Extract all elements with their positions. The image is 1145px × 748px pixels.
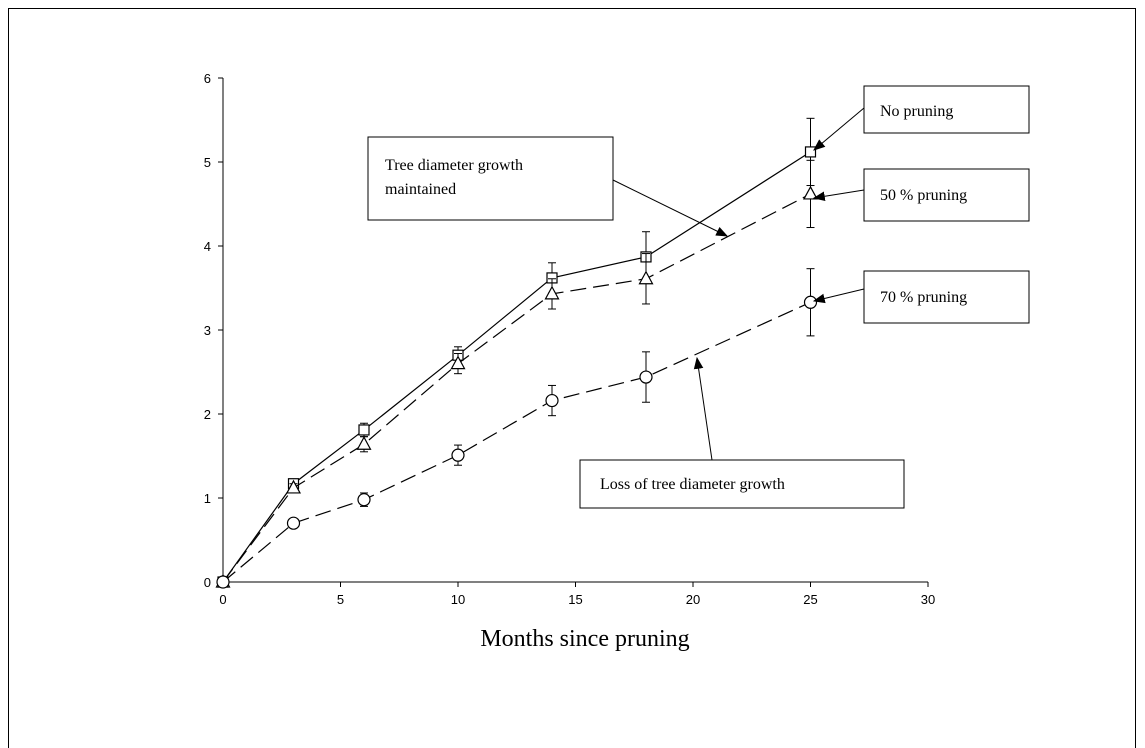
y-tick-label: 4 [204, 239, 211, 254]
annotation-fifty-pruning: 50 % pruning [812, 168, 1030, 222]
data-point [544, 285, 560, 300]
series-70-pruning [216, 268, 818, 589]
x-tick-label: 20 [686, 592, 700, 607]
x-tick-label: 25 [803, 592, 817, 607]
annotation-loss-of-growth: Loss of tree diameter growth [579, 356, 905, 509]
x-tick-label: 15 [568, 592, 582, 607]
y-tick-label: 3 [204, 323, 211, 338]
annotation-arrow-no-pruning [813, 107, 865, 151]
data-point [450, 355, 466, 370]
data-point [216, 575, 230, 589]
data-point [286, 516, 301, 530]
x-tick-label: 0 [219, 592, 226, 607]
annotation-box-loss-of-growth [579, 459, 905, 509]
data-point [803, 295, 818, 309]
annotation-text-fifty-pruning: 50 % pruning [880, 187, 967, 204]
annotation-box-fifty-pruning [863, 168, 1030, 222]
x-tick-label: 10 [451, 592, 465, 607]
x-tick-label: 30 [921, 592, 935, 607]
x-axis-title: Months since pruning [480, 626, 689, 652]
data-point [545, 393, 559, 408]
annotation-text-growth-maintained-line2: maintained [385, 181, 456, 198]
data-point [802, 185, 819, 200]
annotation-box-no-pruning [863, 85, 1030, 134]
annotation-arrow-loss-of-growth [693, 356, 713, 461]
y-tick-label: 6 [204, 71, 211, 86]
annotation-text-loss-of-growth: Loss of tree diameter growth [600, 476, 785, 493]
annotation-seventy-pruning: 70 % pruning [812, 270, 1030, 324]
series-line-70-pruning [222, 301, 811, 583]
x-tick-label: 5 [337, 592, 344, 607]
data-point [357, 493, 371, 507]
data-point [358, 424, 370, 436]
data-point [451, 448, 465, 462]
y-tick-label: 0 [204, 575, 211, 590]
annotation-box-seventy-pruning [863, 270, 1030, 324]
annotation-box-growth-maintained [367, 136, 614, 221]
y-tick-label: 5 [204, 155, 211, 170]
y-tick-label: 1 [204, 491, 211, 506]
ticks: 0 5 10 15 20 25 30 0 1 2 3 4 5 6 [204, 71, 935, 607]
annotation-text-seventy-pruning: 70 % pruning [880, 289, 967, 306]
data-point [638, 270, 654, 285]
series-line-50-pruning [222, 193, 811, 583]
annotation-arrow-growth-maintained [612, 179, 729, 237]
annotation-growth-maintained: Tree diameter growth maintained [367, 136, 729, 237]
figure-frame [8, 8, 1136, 748]
annotation-arrow-fifty-pruning [812, 189, 865, 202]
series-layer [215, 117, 819, 589]
data-point [639, 370, 653, 384]
y-tick-label: 2 [204, 407, 211, 422]
annotation-text-growth-maintained-line1: Tree diameter growth [385, 157, 523, 174]
annotation-no-pruning: No pruning [813, 85, 1030, 151]
data-point [285, 479, 302, 494]
data-point [356, 435, 372, 450]
annotation-arrow-seventy-pruning [812, 288, 865, 304]
series-50-pruning [215, 159, 819, 588]
annotation-text-no-pruning: No pruning [880, 103, 953, 120]
data-point [804, 146, 817, 158]
